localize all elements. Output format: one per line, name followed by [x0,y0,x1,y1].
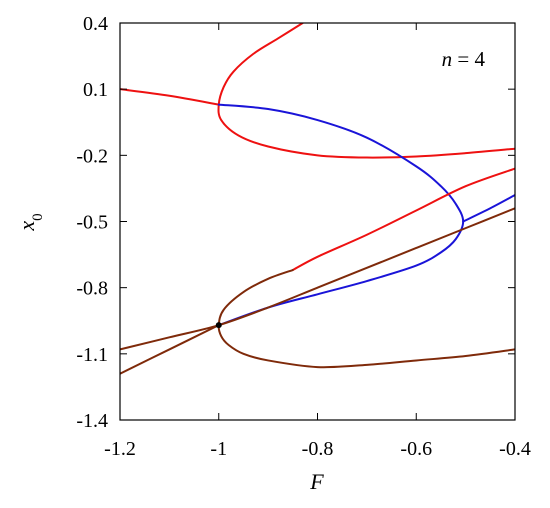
series-line-7 [120,324,220,375]
series-line-5 [291,167,515,272]
y-tick-label: 0.4 [83,13,108,35]
y-axis-label-main: x [14,221,39,232]
annotation-n-italic: n [442,47,453,71]
y-axis-label-subscript: 0 [30,213,46,221]
points-layer [215,322,222,329]
x-tick-label: -0.4 [499,438,531,460]
annotation-n: n = 4 [442,47,486,71]
ticks-layer [119,22,516,421]
y-tick-label: 0.1 [83,79,108,101]
annotation-n-rest: = 4 [452,47,485,71]
y-tick-label: -0.8 [76,278,108,300]
x-tick-label: -1 [210,438,227,460]
y-tick-label: -0.5 [76,212,108,234]
plot-area [120,23,515,420]
series-layer [120,23,515,375]
series-line-1 [120,88,220,106]
series-line-2 [217,23,515,159]
x-tick-label: -0.8 [302,438,334,460]
x-axis-label: F [309,469,324,494]
x-tick-label: -1.2 [104,438,136,460]
x-tick-label: -0.6 [400,438,432,460]
series-line-6 [120,207,515,351]
y-axis-label: x0 [14,213,46,231]
y-tick-label: -1.4 [76,410,108,432]
series-line-8 [217,269,515,369]
y-tick-label: -0.2 [76,145,108,167]
labels-layer: -1.2 -1 -0.8 -0.6 -0.4 -1.4 -1.1 -0.8 -0.5 -0.2 0.… [76,13,531,460]
junction-point-1 [215,322,222,329]
y-tick-label: -1.1 [76,344,108,366]
series-line-4 [462,194,515,223]
